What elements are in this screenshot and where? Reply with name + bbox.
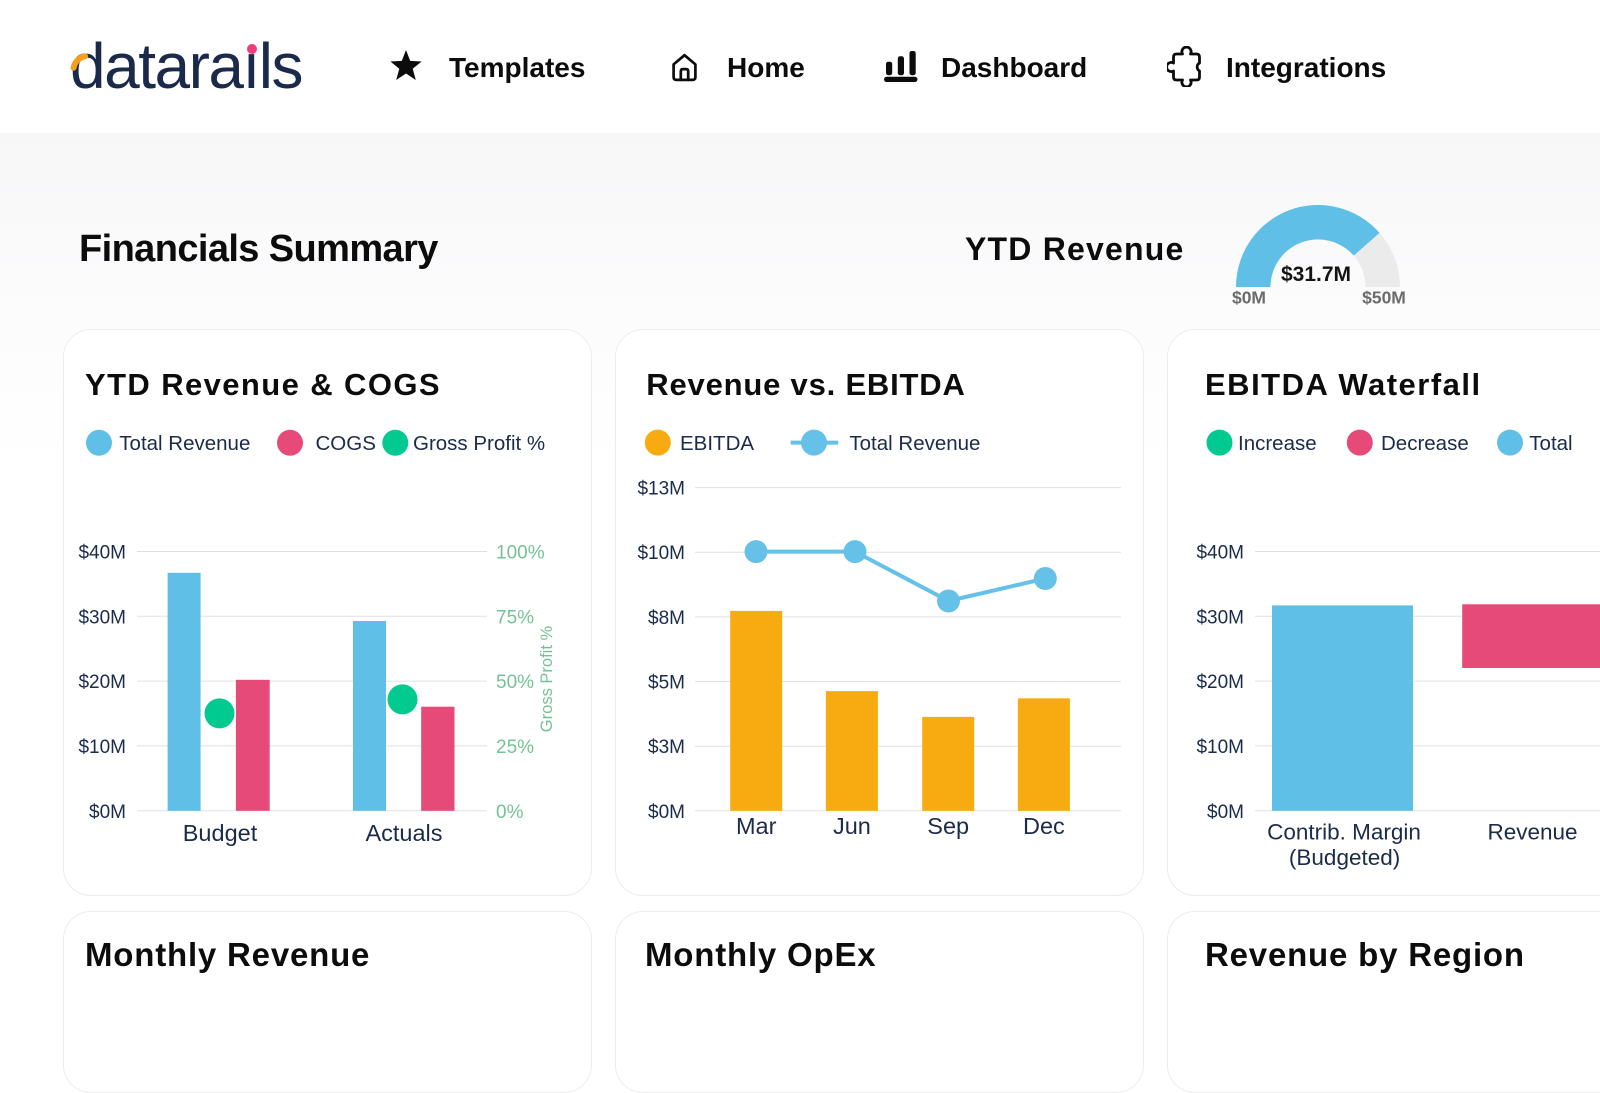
- svg-text:$13M: $13M: [637, 479, 685, 500]
- svg-text:Contrib. Margin: Contrib. Margin: [1267, 819, 1421, 844]
- svg-text:25%: 25%: [496, 737, 534, 758]
- svg-text:$20M: $20M: [78, 672, 126, 693]
- svg-text:Total: Total: [1529, 432, 1572, 455]
- svg-text:EBITDA: EBITDA: [680, 432, 754, 455]
- svg-text:Mar: Mar: [736, 813, 777, 839]
- svg-text:Increase: Increase: [1238, 432, 1317, 455]
- svg-text:Decrease: Decrease: [1381, 432, 1469, 455]
- svg-text:Gross Profit %: Gross Profit %: [413, 432, 545, 455]
- svg-text:Jun: Jun: [833, 813, 871, 839]
- svg-text:$0M: $0M: [648, 802, 685, 823]
- svg-text:Revenue: Revenue: [1487, 819, 1577, 844]
- svg-text:EBITDA Waterfall: EBITDA Waterfall: [1205, 367, 1482, 402]
- svg-text:$31.7M: $31.7M: [1281, 263, 1351, 286]
- svg-text:Actuals: Actuals: [365, 820, 442, 846]
- svg-text:Revenue vs. EBITDA: Revenue vs. EBITDA: [646, 367, 965, 402]
- svg-text:$10M: $10M: [78, 737, 126, 758]
- svg-text:$3M: $3M: [648, 737, 685, 758]
- svg-text:Dec: Dec: [1023, 813, 1065, 839]
- svg-text:100%: 100%: [496, 543, 545, 564]
- svg-text:(Budgeted): (Budgeted): [1289, 845, 1400, 870]
- svg-text:COGS: COGS: [316, 432, 376, 455]
- svg-text:Total Revenue: Total Revenue: [849, 432, 980, 455]
- svg-text:Total Revenue: Total Revenue: [119, 432, 250, 455]
- svg-text:$10M: $10M: [1196, 737, 1244, 758]
- svg-text:$5M: $5M: [648, 673, 685, 694]
- svg-text:$40M: $40M: [78, 543, 126, 564]
- svg-text:75%: 75%: [496, 607, 534, 628]
- svg-text:Sep: Sep: [927, 813, 969, 839]
- svg-text:$0M: $0M: [1207, 802, 1244, 823]
- svg-text:$8M: $8M: [648, 608, 685, 629]
- svg-text:$0M: $0M: [89, 802, 126, 823]
- svg-text:Gross Profit %: Gross Profit %: [538, 625, 556, 732]
- svg-text:$30M: $30M: [78, 607, 126, 628]
- svg-text:$50M: $50M: [1362, 288, 1406, 308]
- svg-text:$30M: $30M: [1196, 607, 1244, 628]
- svg-text:$40M: $40M: [1196, 543, 1244, 564]
- svg-text:Budget: Budget: [183, 820, 258, 846]
- svg-text:50%: 50%: [496, 672, 534, 693]
- svg-text:$10M: $10M: [637, 543, 685, 564]
- svg-text:0%: 0%: [496, 802, 524, 823]
- svg-text:$0M: $0M: [1232, 288, 1266, 308]
- svg-text:$20M: $20M: [1196, 672, 1244, 693]
- svg-text:YTD Revenue & COGS: YTD Revenue & COGS: [85, 367, 441, 402]
